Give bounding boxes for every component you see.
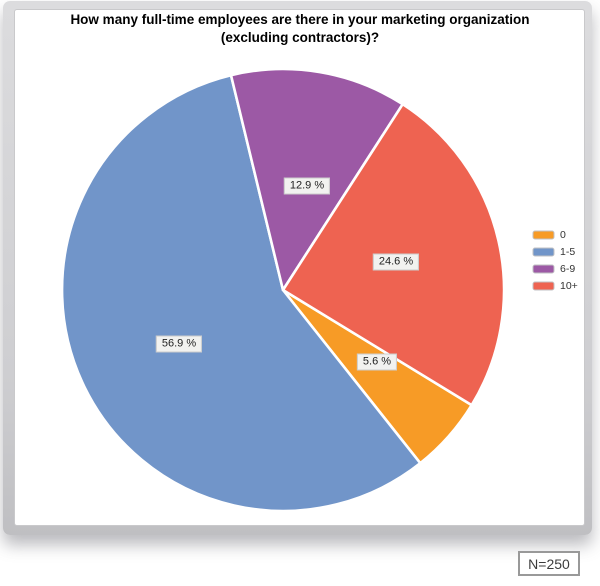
- chart-title: How many full-time employees are there i…: [70, 12, 530, 45]
- legend-item-1-5[interactable]: 1-5: [532, 246, 578, 258]
- legend: 0 1-5 6-9 10+: [532, 229, 578, 292]
- legend-label: 1-5: [560, 245, 576, 258]
- legend-label: 6-9: [560, 262, 576, 275]
- slice-value-label-6-9: 12.9 %: [283, 177, 331, 195]
- legend-swatch-1-5-icon: [532, 247, 555, 257]
- legend-label: 0: [560, 228, 566, 241]
- legend-swatch-6-9-icon: [532, 264, 555, 274]
- legend-label: 10+: [560, 279, 578, 292]
- legend-item-0[interactable]: 0: [532, 229, 578, 241]
- legend-item-6-9[interactable]: 6-9: [532, 263, 578, 275]
- slice-value-label-0: 5.6 %: [356, 353, 398, 371]
- legend-swatch-0-icon: [532, 230, 555, 240]
- sample-size-badge: N=250: [518, 551, 580, 576]
- slice-value-label-1-5: 56.9 %: [155, 335, 203, 353]
- legend-swatch-10plus-icon: [532, 281, 555, 291]
- slice-value-label-10plus: 24.6 %: [372, 253, 420, 271]
- pie-slice-1-5[interactable]: [60, 73, 422, 513]
- legend-item-10plus[interactable]: 10+: [532, 280, 578, 292]
